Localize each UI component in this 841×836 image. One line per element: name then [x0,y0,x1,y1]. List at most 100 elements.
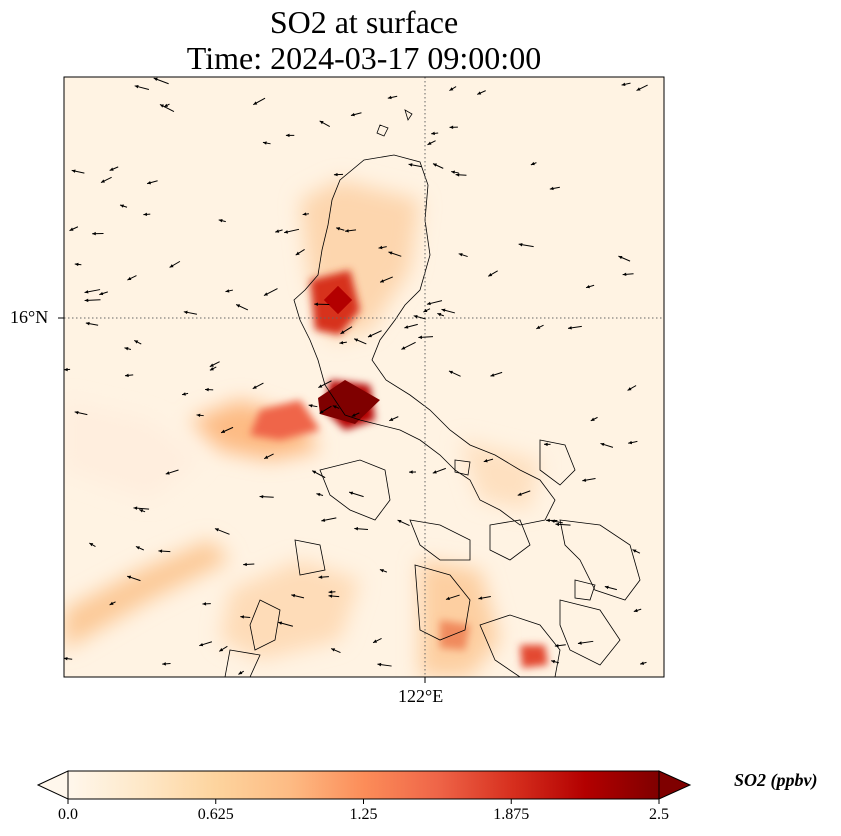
wind-arrow-head [350,112,355,117]
wind-arrow-head [252,385,257,389]
wind-arrow-head [488,273,493,277]
colorbar-extend-min [36,770,69,800]
wind-arrow-head [308,404,313,408]
wind-arrow-head [518,243,523,247]
wind-arrow-head [196,413,201,418]
wind-arrow-head [618,255,623,260]
wind-arrow-head [345,229,349,233]
wind-arrow-head [354,338,359,342]
wind-arrow-head [158,549,163,553]
wind-arrow-head [478,596,483,600]
wind-arrow-head [85,321,90,326]
colorbar-tick-label: 1.25 [349,806,378,823]
wind-arrow-head [134,340,139,344]
wind-arrow-head [437,313,442,317]
wind-arrow-head [546,518,550,523]
wind-arrow-head [517,492,522,496]
wind-arrow-head [243,562,247,567]
wind-arrow-head [449,125,454,130]
wind-arrow-head [218,219,223,223]
wind-arrow-head [349,491,354,495]
wind-arrow-head [530,161,535,166]
wind-arrow-head [586,284,590,289]
wind-arrow-head [202,602,207,606]
wind-arrow-head [183,310,188,315]
lat-tick-label: 16°N [10,307,49,327]
wind-arrow-head [74,410,79,415]
wind-arrow-head [182,392,186,396]
wind-arrow-head [99,291,104,296]
wind-arrow-head [165,471,170,475]
wind-arrow-head [387,95,392,100]
wind-arrow-head [449,87,454,91]
wind-arrow-head [377,662,382,667]
wind-arrow-head [89,542,94,547]
wind-arrow-head [568,326,572,330]
wind-arrow-head [236,304,241,308]
wind-arrow-head [69,227,74,231]
wind-arrow-head [225,289,230,293]
wind-arrow-head [389,417,394,421]
wind-arrow-head [214,528,219,532]
wind-arrow-head [388,251,393,255]
wind-arrow-head [441,308,446,312]
wind-arrow-head [423,308,428,313]
wind-arrow-head [314,302,318,306]
wind-arrow-head [209,367,214,371]
wind-arrow-head [409,470,413,474]
wind-arrow-head [451,170,456,174]
wind-arrow-head [455,173,460,177]
wind-arrow-head [134,85,139,89]
wind-arrow-head [549,186,554,191]
wind-arrow-head [205,387,209,392]
wind-arrow-head [147,180,152,185]
wind-arrow-head [632,549,637,553]
map-subtitle-time: Time: 2024-03-17 09:00:00 [186,40,542,76]
wind-arrow-head [332,405,337,409]
wind-arrow-head [408,163,413,167]
wind-arrow-head [199,642,204,647]
wind-arrow-head [135,546,140,550]
colorbar-gradient [68,771,659,799]
wind-arrow-head [240,615,245,619]
wind-arrow-head [600,442,605,447]
colorbar-extend-max [658,770,692,800]
wind-arrow-head [124,347,129,351]
wind-arrow-head [483,459,488,463]
wind-arrow-head [284,230,289,234]
wind-arrow-head [628,440,633,445]
wind-arrow-head [109,167,114,171]
wind-arrow-head [378,245,383,250]
wind-arrow-head [432,163,437,167]
wind-arrow-head [367,333,372,338]
wind-arrow-head [448,370,453,375]
colorbar-tick-label: 2.5 [649,806,669,823]
wind-arrow-head [555,522,560,527]
wind-arrow-head [604,585,609,590]
wind-arrow-head [319,120,324,125]
wind-arrow-head [621,82,626,86]
lon-tick-label: 122°E [398,686,444,706]
wind-arrow-head [209,363,214,367]
wind-arrow-head [318,575,323,579]
wind-arrow-head [153,77,158,82]
wind-arrow-head [259,494,264,499]
wind-arrow-head [577,641,582,645]
wind-arrow-head [622,272,627,277]
wind-arrow-head [380,279,385,283]
wind-arrow-head [100,179,105,183]
wind-arrow-head [84,290,89,294]
hotspot-manila [318,380,380,424]
wind-arrow-head [554,643,559,648]
colorbar-tick-label: 1.875 [493,806,530,823]
wind-arrow-head [285,133,290,138]
wind-arrow-head [373,639,378,643]
wind-arrow-head [582,478,587,482]
wind-arrow-head [426,301,431,306]
wind-arrow-head [379,569,384,573]
wind-arrow-head [238,671,243,675]
wind-arrow-head [84,298,89,303]
wind-arrow-head [253,101,258,105]
wind-arrow-head [74,262,79,267]
